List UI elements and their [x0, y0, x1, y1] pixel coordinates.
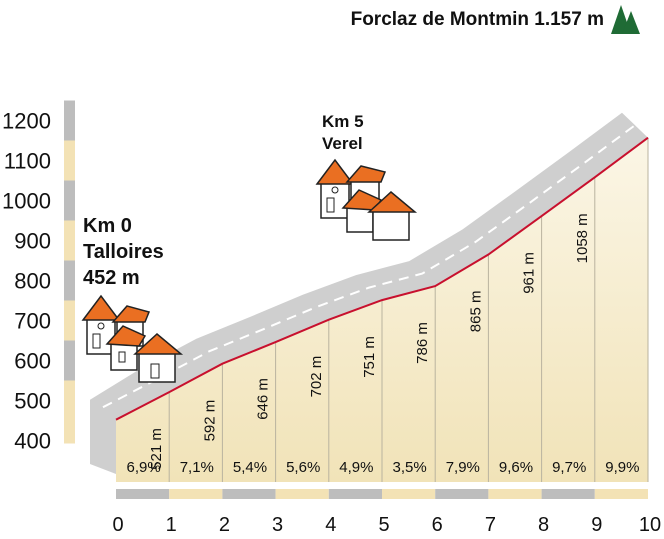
- y-axis-segment: [64, 420, 75, 444]
- x-tick-label: 1: [166, 514, 177, 536]
- gradient-label: 7,9%: [446, 459, 480, 476]
- gradient-label: 9,7%: [552, 459, 586, 476]
- x-axis-ticks: 0 1 2 3 4 5 6 7 8 9 10: [112, 514, 661, 536]
- tree-icon: [611, 5, 640, 34]
- gradient-label: 7,1%: [180, 459, 214, 476]
- y-axis-segment: [64, 340, 75, 381]
- village-icon-verel: [315, 158, 418, 241]
- x-axis-segment: [275, 489, 329, 499]
- km-divider-lines: [168, 137, 649, 482]
- y-tick-label: 1100: [4, 149, 51, 174]
- x-axis-segment: [594, 489, 648, 499]
- elevation-label: 702 m: [308, 356, 325, 398]
- start-place-label: Talloires: [83, 241, 164, 263]
- y-tick-label: 900: [14, 229, 51, 254]
- x-tick-label: 6: [432, 514, 443, 536]
- y-axis-segment: [64, 300, 75, 341]
- x-tick-label: 7: [485, 514, 496, 536]
- x-axis-segment: [222, 489, 276, 499]
- elevation-label: 646 m: [255, 378, 272, 420]
- waypoint-place-label: Verel: [322, 134, 363, 153]
- profile-line: [115, 136, 649, 421]
- x-axis-segment: [328, 489, 382, 499]
- chart-title: Forclaz de Montmin 1.157 m: [351, 9, 604, 30]
- y-tick-label: 800: [14, 269, 51, 294]
- y-tick-label: 700: [14, 309, 51, 334]
- x-tick-label: 3: [272, 514, 283, 536]
- elevation-label: 865 m: [467, 291, 484, 333]
- start-km-label: Km 0: [83, 215, 132, 237]
- road-center-dashes: [102, 124, 636, 409]
- y-tick-label: 1000: [2, 189, 51, 214]
- y-tick-label: 1200: [2, 109, 51, 134]
- y-tick-label: 400: [14, 429, 51, 454]
- x-tick-label: 8: [538, 514, 549, 536]
- gradient-label: 5,6%: [286, 459, 320, 476]
- gradient-label: 9,6%: [499, 459, 533, 476]
- elevation-label: 521 m: [148, 428, 165, 470]
- x-axis-segment: [541, 489, 595, 499]
- gradient-label: 4,9%: [339, 459, 373, 476]
- y-tick-label: 500: [14, 389, 51, 414]
- x-tick-label: 4: [325, 514, 336, 536]
- x-axis-segment: [382, 489, 436, 499]
- gradient-label: 6,9%: [126, 459, 160, 476]
- y-axis-segment: [64, 100, 75, 141]
- elevation-label: 751 m: [361, 336, 378, 378]
- y-axis-segment: [64, 180, 75, 221]
- y-axis-segment: [64, 220, 75, 261]
- y-tick-label: 600: [14, 349, 51, 374]
- y-axis-segment: [64, 380, 75, 421]
- waypoint-km-label: Km 5: [322, 112, 364, 131]
- x-axis-segment: [116, 489, 170, 499]
- x-tick-label: 10: [639, 514, 661, 536]
- x-axis-segment: [169, 489, 223, 499]
- x-tick-label: 2: [219, 514, 230, 536]
- x-axis-segment: [435, 489, 489, 499]
- gradient-labels: 6,9% 7,1% 5,4% 5,6% 4,9% 3,5% 7,9% 9,6% 9,7% 9,9%: [126, 459, 639, 476]
- start-altitude-label: 452 m: [83, 267, 140, 289]
- x-tick-label: 5: [378, 514, 389, 536]
- gradient-label: 5,4%: [233, 459, 267, 476]
- elevation-label: 1058 m: [574, 213, 591, 263]
- road-ribbon: [90, 112, 648, 474]
- y-axis-color-bar: [64, 100, 75, 444]
- gradient-label: 9,9%: [605, 459, 639, 476]
- x-tick-label: 0: [112, 514, 123, 536]
- village-icon-talloires: [81, 294, 184, 383]
- elevation-label: 592 m: [201, 400, 218, 442]
- x-axis-segment: [488, 489, 542, 499]
- y-axis-segment: [64, 260, 75, 301]
- y-axis-ticks: 400 500 600 700 800 900 1000 1100 1200: [2, 109, 51, 454]
- y-axis-segment: [64, 140, 75, 181]
- elevation-label: 786 m: [414, 322, 431, 364]
- x-tick-label: 9: [591, 514, 602, 536]
- elevation-labels: 521 m 592 m 646 m 702 m 751 m 786 m 865 m 961 m…: [148, 213, 591, 470]
- elevation-label: 961 m: [521, 252, 538, 294]
- gradient-label: 3,5%: [392, 459, 426, 476]
- x-axis-color-bar: [116, 489, 648, 499]
